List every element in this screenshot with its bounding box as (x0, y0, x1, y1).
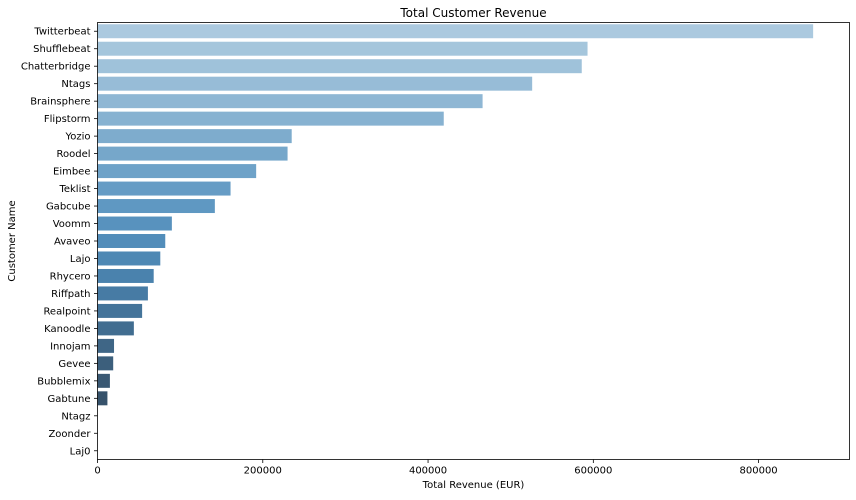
bar (97, 24, 814, 39)
y-axis-ticks: Twitterbeat Shufflebeat Chatterbridge Ntags… (21, 27, 98, 457)
y-tick-label: Innojam (50, 341, 90, 352)
y-tick-label: Chatterbridge (21, 62, 91, 73)
y-tick-label: Lajo (70, 254, 91, 265)
bar (97, 41, 588, 56)
y-tick-label: Gabtune (48, 394, 91, 405)
bar (97, 129, 292, 144)
bar (97, 199, 215, 214)
y-tick-label: Gabcube (46, 202, 91, 213)
bar (97, 59, 582, 74)
bar (97, 286, 148, 301)
x-tick-label: 200000 (244, 466, 282, 477)
y-tick-label: Twitterbeat (33, 27, 90, 38)
x-tick-label: 0 (94, 466, 100, 477)
bar (97, 234, 166, 248)
y-tick-label: Eimbee (53, 167, 91, 178)
bar (97, 146, 288, 161)
x-tick-label: 800000 (740, 466, 778, 477)
y-tick-label: Teklist (58, 184, 90, 195)
y-tick-label: Yozio (64, 132, 90, 143)
y-tick-label: Shufflebeat (33, 44, 90, 55)
bars-group (97, 24, 814, 406)
x-axis-ticks: 0 200000 400000 600000 800000 (94, 459, 778, 477)
x-axis-label: Total Revenue (EUR) (422, 480, 525, 491)
y-tick-label: Avaveo (54, 237, 91, 248)
axes-frame (97, 22, 850, 460)
y-tick-label: Ntags (61, 79, 90, 90)
bar (97, 216, 172, 231)
chart-title: Total Customer Revenue (399, 6, 546, 20)
y-axis-label: Customer Name (7, 200, 18, 281)
y-tick-label: Kanoodle (44, 324, 90, 335)
y-tick-label: Brainsphere (30, 97, 90, 108)
bar (97, 76, 533, 91)
bar (97, 391, 108, 406)
bar (97, 373, 110, 388)
y-tick-label: Zoonder (48, 429, 91, 440)
bar (97, 181, 231, 196)
bar (97, 321, 134, 336)
x-tick-label: 400000 (409, 466, 447, 477)
y-tick-label: Flipstorm (44, 114, 91, 125)
y-tick-label: Ntagz (61, 411, 90, 422)
y-tick-label: Realpoint (43, 306, 90, 317)
bar (97, 268, 154, 283)
x-tick-label: 600000 (574, 466, 612, 477)
bar (97, 303, 143, 318)
bar (97, 111, 444, 126)
y-tick-label: Roodel (56, 149, 90, 160)
y-tick-label: Laj0 (70, 446, 91, 457)
bar (97, 356, 114, 371)
y-tick-label: Gevee (58, 359, 90, 370)
y-tick-label: Voomm (53, 219, 91, 230)
bar (97, 94, 483, 109)
y-tick-label: Rhycero (50, 271, 91, 282)
bar (97, 338, 115, 353)
bar (97, 164, 257, 179)
y-tick-label: Bubblemix (37, 376, 90, 387)
bar (97, 251, 161, 266)
y-tick-label: Riffpath (51, 289, 90, 300)
